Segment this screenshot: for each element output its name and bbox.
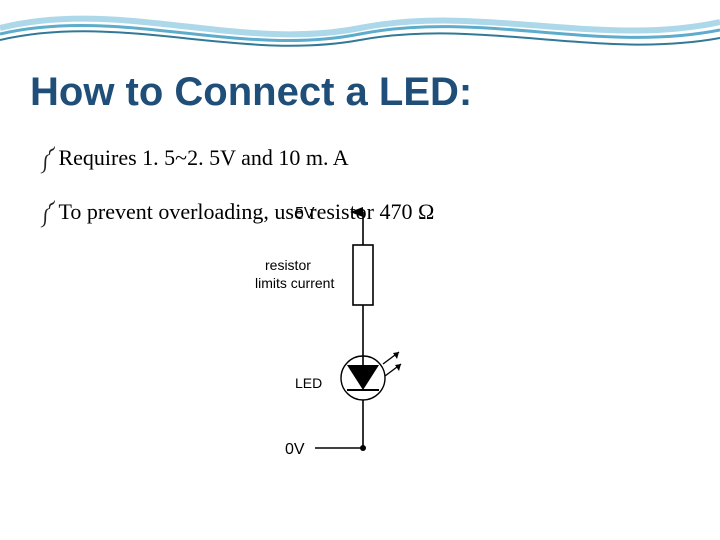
- slide-title: How to Connect a LED:: [30, 70, 472, 115]
- bullet-text: Requires 1. 5~2. 5V and 10 m. A: [58, 145, 348, 171]
- label-resistor-line2: limits current: [255, 275, 334, 291]
- slide: How to Connect a LED: ༼ Requires 1. 5~2.…: [0, 0, 720, 540]
- label-0v: 0V: [285, 441, 305, 458]
- led-circuit-diagram: 5V resistor limits current: [255, 200, 445, 480]
- led-triangle: [347, 365, 379, 390]
- bullet-glyph-icon: ༼: [40, 194, 54, 244]
- bullet-glyph-icon: ༼: [40, 140, 54, 190]
- circuit-svg: 5V resistor limits current: [255, 200, 445, 480]
- top-decorative-curves: [0, 0, 720, 60]
- label-5v: 5V: [295, 205, 315, 222]
- resistor-symbol: [353, 245, 373, 305]
- bullet-item: ༼ Requires 1. 5~2. 5V and 10 m. A: [40, 140, 680, 190]
- label-resistor-line1: resistor: [265, 257, 311, 273]
- label-led: LED: [295, 375, 322, 391]
- node-dot-icon: [360, 445, 366, 451]
- arrow-top-icon: [350, 207, 363, 217]
